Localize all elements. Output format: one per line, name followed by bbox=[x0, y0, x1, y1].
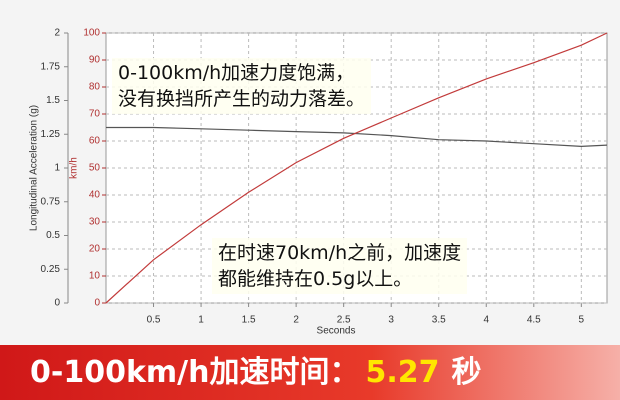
x-tick-label: 1 bbox=[198, 315, 204, 326]
y2-tick-label: 20 bbox=[89, 244, 101, 255]
x-tick-label: 2 bbox=[293, 315, 299, 326]
banner-text: 0-100km/h加速时间： bbox=[30, 355, 360, 390]
series-line bbox=[105, 32, 608, 304]
y-tick-label: 0.5 bbox=[46, 230, 60, 241]
annotation: 在时速70km/h之前，加速度 都能维持在0.5g以上。 bbox=[212, 238, 468, 294]
y2-tick-label: 40 bbox=[89, 190, 101, 201]
annotation-line: 在时速70km/h之前，加速度 bbox=[218, 242, 462, 264]
annotation: 0-100km/h加速力度饱满， 没有换挡所产生的动力落差。 bbox=[112, 58, 372, 114]
y2-tick-label: 50 bbox=[89, 163, 101, 174]
y2-tick-label: 10 bbox=[89, 271, 101, 282]
x-tick-label: 5 bbox=[579, 315, 585, 326]
annotation-line: 没有换挡所产生的动力落差。 bbox=[118, 88, 366, 110]
y-tick-label: 1.5 bbox=[46, 95, 60, 106]
y2-tick-label: 30 bbox=[89, 217, 101, 228]
annotation-line: 都能维持在0.5g以上。 bbox=[218, 268, 413, 290]
x-tick-label: 1.5 bbox=[242, 315, 256, 326]
y-tick-label: 0.25 bbox=[41, 264, 61, 275]
y-tick-label: 2 bbox=[54, 28, 60, 39]
y-tick-label: 1.25 bbox=[41, 129, 61, 140]
y-tick-label: 1 bbox=[54, 163, 60, 174]
x-axis-label: Seconds bbox=[317, 326, 356, 337]
y-tick-label: 0.75 bbox=[41, 196, 61, 207]
y2-tick-label: 80 bbox=[89, 82, 101, 93]
y2-axis-label: km/h bbox=[69, 157, 80, 179]
y2-tick-label: 100 bbox=[83, 28, 100, 39]
banner-value: 5.27 bbox=[365, 355, 440, 390]
y-tick-label: 1.75 bbox=[41, 61, 61, 72]
y2-tick-label: 70 bbox=[89, 109, 101, 120]
x-tick-label: 0.5 bbox=[147, 315, 161, 326]
x-tick-label: 2.5 bbox=[337, 315, 351, 326]
series-line bbox=[106, 126, 608, 148]
banner: 0-100km/h加速时间： 5.27 秒 bbox=[0, 345, 620, 400]
y2-tick-label: 60 bbox=[89, 136, 101, 147]
y-axis-label: Longitudinal Acceleration (g) bbox=[29, 105, 40, 231]
y2-tick-label: 90 bbox=[89, 55, 101, 66]
banner-unit: 秒 bbox=[451, 355, 482, 390]
x-tick-label: 3.5 bbox=[432, 315, 446, 326]
annotation-line: 0-100km/h加速力度饱满， bbox=[118, 62, 355, 84]
x-tick-label: 4.5 bbox=[527, 315, 541, 326]
y2-tick-label: 0 bbox=[94, 298, 100, 309]
x-tick-label: 3 bbox=[388, 315, 394, 326]
x-tick-label: 4 bbox=[483, 315, 489, 326]
y-tick-label: 0 bbox=[54, 298, 60, 309]
